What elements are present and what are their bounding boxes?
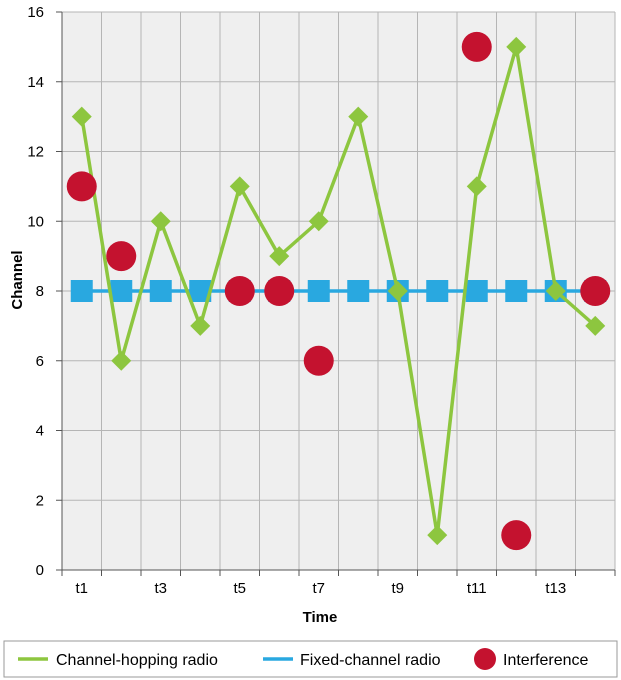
y-tick-label: 2: [36, 492, 44, 509]
data-point-diamond: [190, 315, 211, 336]
legend: Channel-hopping radio Fixed-channel radio…: [3, 640, 618, 678]
data-point-square: [505, 280, 528, 302]
legend-label-interference: Interference: [503, 652, 588, 669]
data-point-circle: [66, 171, 97, 202]
data-point-square: [347, 280, 370, 302]
y-tick-label: 0: [36, 562, 44, 579]
y-tick-label: 8: [36, 283, 44, 300]
legend-label-fixed-channel: Fixed-channel radio: [300, 652, 441, 669]
data-point-square: [189, 280, 212, 302]
legend-label-channel-hopping: Channel-hopping radio: [56, 652, 218, 669]
data-point-diamond: [506, 36, 527, 57]
data-point-circle: [303, 345, 334, 376]
data-point-diamond: [71, 106, 92, 127]
series-channel-hopping-radio: [71, 36, 606, 546]
x-axis-title: Time: [303, 609, 338, 626]
data-point-diamond: [269, 246, 290, 267]
data-point-square: [70, 280, 93, 302]
data-point-diamond: [427, 525, 448, 546]
data-point-circle: [580, 276, 611, 306]
x-tick-label: t5: [233, 580, 246, 597]
x-tick-label: t9: [391, 580, 404, 597]
axes: 0 2 4 6 8 10 12 14 16 t1 t3 t5 t7 t9 t11 t13: [27, 4, 616, 597]
series-interference: [66, 31, 611, 551]
data-point-diamond: [229, 176, 250, 197]
data-point-diamond: [387, 281, 408, 301]
data-point-square: [307, 280, 330, 302]
data-point-diamond: [466, 176, 487, 197]
data-point-diamond: [585, 315, 606, 336]
x-tick-label: t13: [545, 580, 566, 597]
data-point-diamond: [308, 211, 329, 232]
data-point-square: [426, 280, 449, 302]
x-tick-label: t7: [312, 580, 325, 597]
data-point-circle: [106, 241, 137, 272]
data-point-circle: [224, 276, 255, 306]
series-line: [80, 45, 597, 537]
y-tick-label: 14: [27, 74, 44, 91]
y-tick-label: 4: [36, 423, 44, 440]
x-tick-label: t11: [467, 580, 487, 597]
data-point-square: [110, 280, 133, 302]
x-tick-label: t1: [75, 580, 88, 597]
series-layer: [66, 31, 611, 551]
y-tick-label: 10: [27, 213, 44, 230]
data-point-circle: [501, 520, 532, 551]
y-tick-label: 12: [27, 144, 44, 161]
data-point-diamond: [545, 281, 566, 301]
data-point-square: [149, 280, 172, 302]
legend-box: [3, 640, 618, 678]
data-point-diamond: [348, 106, 369, 127]
data-point-circle: [264, 276, 295, 306]
legend-swatch-interference: [474, 648, 496, 670]
data-point-circle: [461, 31, 492, 62]
y-axis-title: Channel: [9, 250, 26, 309]
data-point-diamond: [111, 350, 132, 371]
y-tick-label: 6: [36, 353, 44, 370]
data-point-diamond: [150, 211, 171, 232]
x-tick-label: t3: [154, 580, 167, 597]
y-tick-label: 16: [27, 4, 44, 21]
data-point-square: [465, 280, 488, 302]
